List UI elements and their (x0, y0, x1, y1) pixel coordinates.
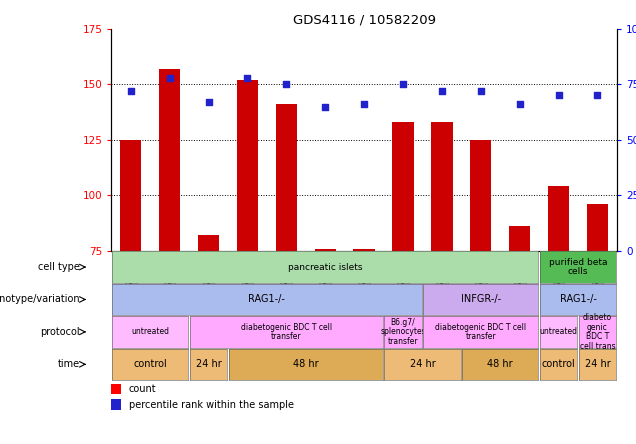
Point (437, 87, 447, 95)
Text: count: count (129, 384, 156, 394)
Bar (120, 140, 141, 417)
Bar (392, 122, 413, 417)
Point (320, 103, 330, 110)
Point (398, 81, 408, 88)
Point (126, 87, 136, 95)
Text: untreated: untreated (539, 327, 577, 337)
Bar (275, 104, 297, 417)
Text: 48 hr: 48 hr (487, 359, 513, 369)
Text: purified beta
cells: purified beta cells (549, 258, 607, 277)
Text: INFGR-/-: INFGR-/- (460, 294, 501, 305)
Text: control: control (134, 359, 167, 369)
Text: percentile rank within the sample: percentile rank within the sample (129, 400, 294, 410)
Point (553, 92, 563, 99)
Point (515, 101, 525, 108)
Bar (587, 204, 608, 417)
Bar (111, 399, 121, 410)
Text: 24 hr: 24 hr (584, 359, 611, 369)
Text: RAG1-/-: RAG1-/- (249, 294, 286, 305)
Text: B6.g7/
splenocytes
transfer: B6.g7/ splenocytes transfer (380, 318, 426, 346)
Bar (509, 226, 530, 417)
Text: 24 hr: 24 hr (196, 359, 221, 369)
Bar (198, 235, 219, 417)
Text: cell type: cell type (38, 262, 80, 272)
Text: pancreatic islets: pancreatic islets (288, 262, 363, 272)
Text: diabetogenic BDC T cell
transfer: diabetogenic BDC T cell transfer (435, 322, 527, 341)
Text: time: time (58, 359, 80, 369)
Bar (111, 384, 121, 394)
Point (281, 81, 291, 88)
Text: diabetogenic BDC T cell
transfer: diabetogenic BDC T cell transfer (241, 322, 332, 341)
Text: protocol: protocol (41, 327, 80, 337)
Bar (159, 69, 181, 417)
Point (476, 87, 486, 95)
Bar (237, 80, 258, 417)
Point (242, 74, 252, 81)
Bar (431, 122, 453, 417)
Bar (354, 249, 375, 417)
Point (204, 99, 214, 106)
Bar (470, 140, 492, 417)
Text: 48 hr: 48 hr (293, 359, 319, 369)
Text: untreated: untreated (131, 327, 169, 337)
Text: genotype/variation: genotype/variation (0, 294, 80, 305)
Text: diabeto
genic
BDC T
cell trans: diabeto genic BDC T cell trans (579, 313, 615, 351)
Point (359, 101, 369, 108)
Bar (315, 249, 336, 417)
Title: GDS4116 / 10582209: GDS4116 / 10582209 (293, 13, 436, 26)
Point (165, 74, 175, 81)
Text: RAG1-/-: RAG1-/- (560, 294, 597, 305)
Bar (548, 186, 569, 417)
Text: 24 hr: 24 hr (410, 359, 435, 369)
Text: control: control (542, 359, 576, 369)
Point (592, 92, 602, 99)
